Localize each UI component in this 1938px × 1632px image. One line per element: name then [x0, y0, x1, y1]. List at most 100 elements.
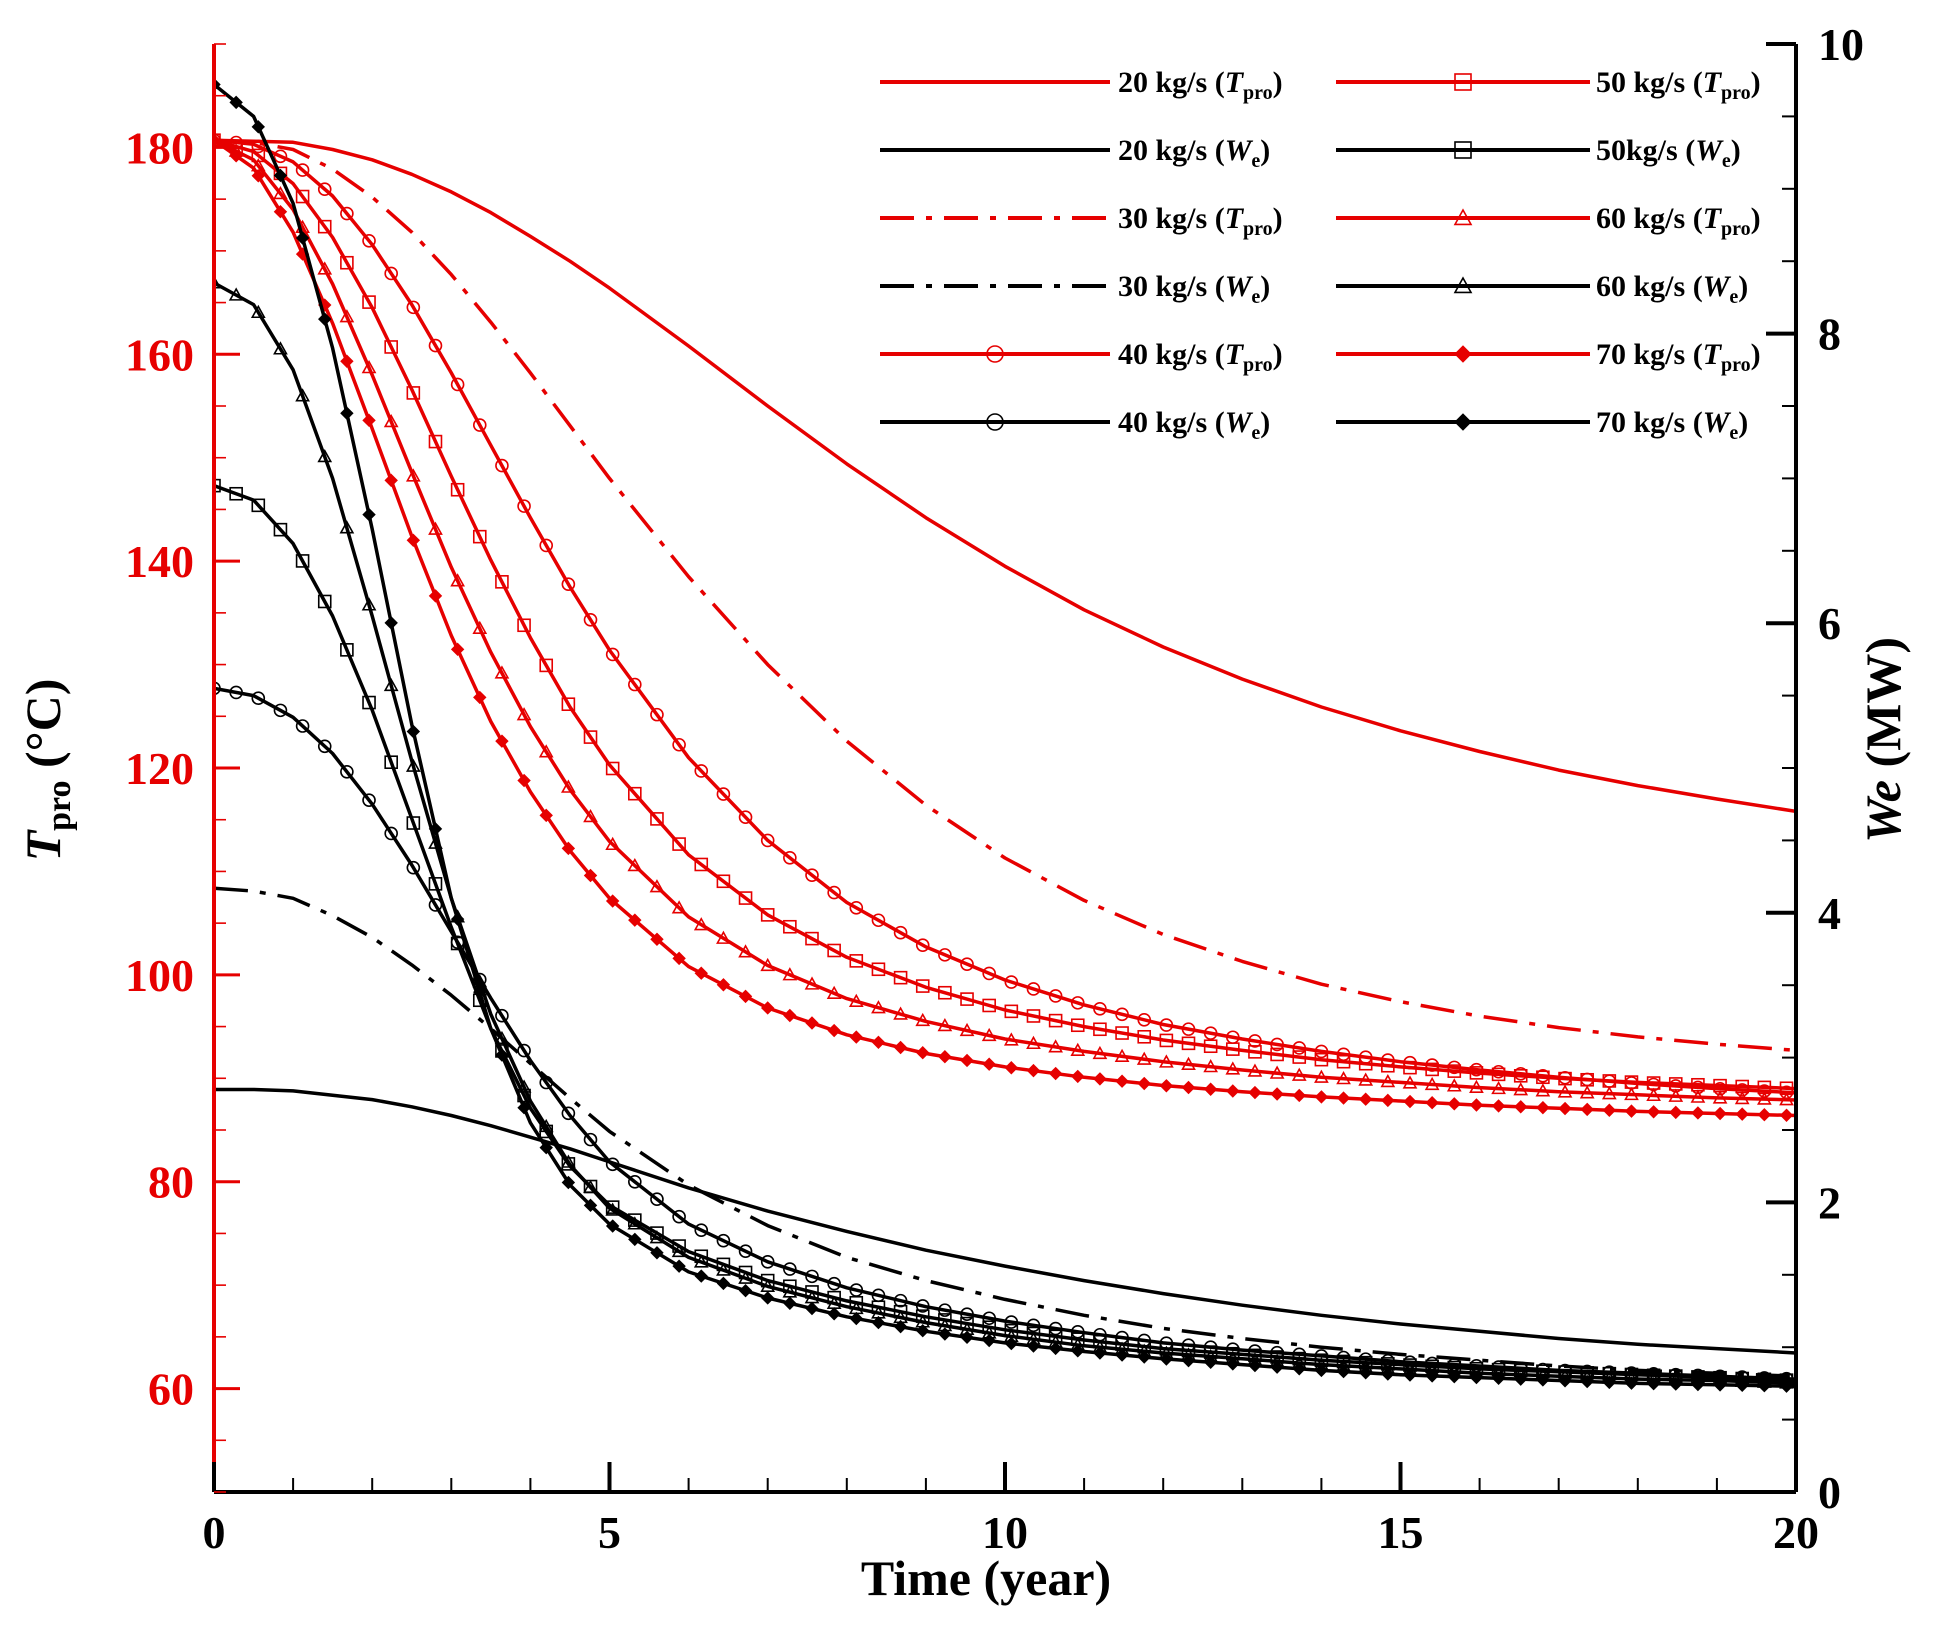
series-marker-40-kg-s-tpro	[1159, 1018, 1174, 1032]
legend-marker-70-kg-s-we	[1454, 413, 1472, 431]
series-marker-70-kg-s-we	[1514, 1372, 1528, 1386]
legend-label-rate: 50 kg/s (	[1596, 66, 1703, 99]
y-right-tick-label: 6	[1818, 598, 1841, 649]
series-marker-70-kg-s-we	[517, 1100, 531, 1115]
series-marker-70-kg-s-we	[716, 1276, 731, 1291]
series-marker-70-kg-s-tpro	[1602, 1103, 1617, 1117]
legend-label-symbol: W	[1703, 270, 1732, 303]
series-marker-70-kg-s-we	[450, 912, 465, 926]
legend-label-rate: 70 kg/s (	[1596, 338, 1703, 371]
series-marker-50-kg-s-tpro	[539, 658, 554, 673]
series-marker-50-kg-s-tpro	[1425, 1062, 1439, 1077]
legend-marker-40-kg-s-tpro	[986, 345, 1004, 363]
series-marker-40-kg-s-we	[738, 1244, 753, 1259]
y-left-tick-label: 160	[125, 329, 194, 380]
series-marker-50kg-s-we	[214, 478, 221, 493]
series-marker-60-kg-s-tpro	[848, 993, 864, 1007]
series-marker-40-kg-s-tpro	[1070, 996, 1085, 1010]
legend-label-close: )	[1738, 406, 1748, 439]
series-marker-60-kg-s-tpro	[693, 917, 709, 931]
series-marker-60-kg-s-tpro	[981, 1027, 997, 1042]
series-marker-50-kg-s-tpro	[893, 970, 908, 985]
series-marker-70-kg-s-we	[805, 1301, 819, 1316]
legend-label-60-kg-s-tpro: 60 kg/s (Tpro)	[1596, 202, 1761, 240]
series-marker-60-kg-s-tpro	[1092, 1045, 1108, 1060]
series-marker-70-kg-s-we	[760, 1291, 775, 1305]
legend-label-rate: 30 kg/s (	[1118, 270, 1225, 303]
series-marker-70-kg-s-tpro	[893, 1040, 908, 1055]
legend-label-70-kg-s-we: 70 kg/s (We)	[1596, 406, 1748, 444]
series-marker-40-kg-s-tpro	[495, 458, 509, 473]
series-marker-40-kg-s-tpro	[1314, 1044, 1329, 1059]
series-marker-40-kg-s-we	[1004, 1315, 1019, 1329]
series-marker-50-kg-s-tpro	[805, 931, 819, 946]
series-marker-60-kg-s-tpro	[1779, 1092, 1794, 1106]
y-axis-left-title: Tpro (°C)	[15, 679, 78, 862]
series-marker-60-kg-s-tpro	[1469, 1079, 1484, 1093]
series-30-kg-s-tpro	[214, 138, 1796, 1053]
series-marker-60-kg-s-tpro	[893, 1006, 908, 1020]
series-marker-60-kg-s-tpro	[804, 976, 820, 990]
series-marker-40-kg-s-we	[760, 1254, 775, 1269]
y-right-tick-label: 4	[1818, 888, 1841, 939]
series-marker-70-kg-s-tpro	[1646, 1105, 1661, 1119]
series-marker-70-kg-s-tpro	[605, 894, 620, 908]
series-marker-70-kg-s-tpro	[1048, 1066, 1063, 1081]
series-marker-40-kg-s-tpro	[827, 885, 841, 900]
series-marker-60-kg-s-we	[228, 287, 244, 301]
series-marker-40-kg-s-tpro	[539, 538, 554, 553]
series-marker-50-kg-s-tpro	[317, 219, 332, 234]
legend-label-symbol: T	[1703, 202, 1723, 235]
series-marker-40-kg-s-we	[317, 739, 332, 754]
series-marker-70-kg-s-tpro	[1071, 1069, 1085, 1084]
series-marker-60-kg-s-we	[561, 1154, 576, 1168]
series-marker-50kg-s-we	[561, 1157, 576, 1171]
series-marker-40-kg-s-we	[650, 1192, 664, 1207]
series-marker-50-kg-s-tpro	[406, 386, 421, 400]
legend-item-70-kg-s-we: 70 kg/s (We)	[1336, 406, 1748, 444]
series-marker-40-kg-s-we	[273, 703, 288, 718]
series-marker-60-kg-s-we	[383, 677, 399, 692]
series-marker-70-kg-s-tpro	[1447, 1097, 1461, 1111]
series-marker-60-kg-s-tpro	[760, 957, 776, 972]
series-marker-70-kg-s-tpro	[1735, 1107, 1749, 1121]
series-marker-60-kg-s-tpro	[1557, 1084, 1573, 1098]
series-marker-70-kg-s-tpro	[1336, 1091, 1351, 1105]
series-marker-70-kg-s-tpro	[473, 690, 487, 705]
series-marker-40-kg-s-we	[960, 1307, 974, 1321]
series-marker-40-kg-s-tpro	[517, 499, 531, 513]
series-marker-70-kg-s-we	[628, 1232, 642, 1247]
series-marker-50-kg-s-tpro	[1403, 1060, 1417, 1075]
series-marker-70-kg-s-we	[1093, 1346, 1107, 1360]
series-marker-40-kg-s-tpro	[295, 163, 310, 177]
x-tick-label: 0	[203, 1507, 226, 1558]
series-marker-40-kg-s-we	[893, 1293, 908, 1308]
series-marker-60-kg-s-tpro	[1668, 1088, 1684, 1102]
series-marker-60-kg-s-tpro	[649, 879, 665, 893]
series-marker-50-kg-s-tpro	[561, 697, 576, 712]
legend-label-subscript: e	[1251, 422, 1260, 444]
series-marker-70-kg-s-tpro	[871, 1035, 886, 1049]
series-marker-40-kg-s-tpro	[1093, 1001, 1107, 1016]
legend-item-60-kg-s-tpro: 60 kg/s (Tpro)	[1336, 202, 1761, 240]
series-marker-70-kg-s-we	[1358, 1366, 1373, 1380]
series-marker-40-kg-s-we	[539, 1075, 554, 1090]
series-marker-70-kg-s-tpro	[1691, 1106, 1705, 1120]
series-marker-70-kg-s-tpro	[450, 642, 465, 657]
series-marker-70-kg-s-tpro	[827, 1023, 841, 1038]
series-marker-70-kg-s-we	[694, 1269, 708, 1283]
series-marker-70-kg-s-we	[583, 1198, 598, 1213]
series-marker-60-kg-s-tpro	[494, 665, 510, 679]
series-marker-70-kg-s-we	[1226, 1357, 1240, 1371]
series-marker-40-kg-s-tpro	[960, 957, 974, 971]
series-line-20-kg-s-we	[214, 1087, 1796, 1355]
series-layer	[214, 77, 1796, 1393]
series-marker-70-kg-s-tpro	[650, 932, 664, 946]
series-marker-40-kg-s-tpro	[1026, 982, 1041, 996]
series-marker-60-kg-s-tpro	[1513, 1082, 1529, 1096]
series-marker-60-kg-s-tpro	[1579, 1085, 1595, 1099]
legend-label-rate: 20 kg/s (	[1118, 134, 1225, 167]
series-marker-50-kg-s-tpro	[1093, 1022, 1107, 1037]
y-right-tick-label: 2	[1818, 1177, 1841, 1228]
series-marker-40-kg-s-tpro	[273, 149, 288, 164]
